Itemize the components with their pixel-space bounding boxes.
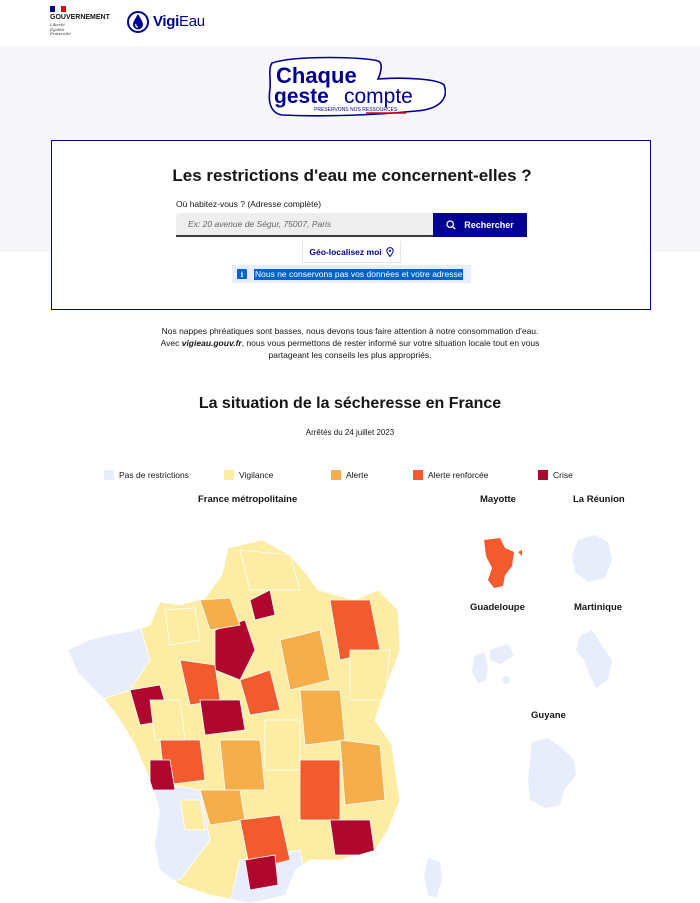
mayotte-islet [518, 550, 522, 556]
site-header: GOUVERNEMENT Liberté Égalité Fraternité … [0, 0, 700, 46]
gov-name: GOUVERNEMENT [50, 14, 110, 21]
slogan-line2-light: compte [344, 85, 413, 108]
legend-swatch [331, 470, 341, 480]
app-name-light: Eau [179, 12, 205, 30]
guadeloupe-map-basse-terre [472, 652, 488, 684]
privacy-notice: i Nous ne conservons pas vos données et … [232, 265, 471, 283]
app-name: VigiEau [153, 13, 205, 30]
government-logo[interactable]: GOUVERNEMENT Liberté Égalité Fraternité [50, 6, 110, 37]
martinique-map [576, 630, 612, 688]
label-reunion: La Réunion [573, 494, 625, 505]
reunion-map [572, 535, 612, 582]
geolocate-label: Géo-localisez moi [309, 246, 382, 257]
search-button-label: Rechercher [464, 220, 514, 230]
legend-alerte: Alerte [331, 470, 368, 480]
label-guyane: Guyane [531, 710, 566, 721]
label-mayotte: Mayotte [480, 494, 516, 505]
search-icon [446, 220, 456, 230]
intro-line3: partageant les conseils les plus appropr… [268, 350, 432, 360]
water-drop-icon [127, 11, 149, 33]
gov-motto: Liberté Égalité Fraternité [50, 22, 110, 37]
legend-alerte-renforcee: Alerte renforcée [413, 470, 488, 480]
legend-swatch [538, 470, 548, 480]
motto-egalite: Égalité [50, 26, 65, 32]
motto-fraternite: Fraternité [50, 31, 71, 36]
intro-line2-suffix: , nous vous permettons de rester informé… [241, 338, 540, 348]
legend-label: Pas de restrictions [119, 470, 189, 480]
address-input[interactable] [176, 213, 433, 237]
intro-line1: Nos nappes phréatiques sont basses, nous… [161, 326, 539, 336]
label-martinique: Martinique [574, 602, 623, 613]
motto-liberte: Liberté [50, 22, 65, 27]
intro-line2: Avec vigieau.gouv.fr, nous vous permetto… [150, 337, 550, 349]
france-metro-map [67, 539, 442, 903]
legend-swatch [224, 470, 234, 480]
legend-label: Vigilance [239, 470, 274, 480]
address-label: Où habitez-vous ? (Adresse complète) [176, 199, 322, 209]
slogan-line2-bold: geste [274, 85, 329, 108]
legend-no-restriction: Pas de restrictions [104, 470, 189, 480]
map-pin-icon [385, 246, 394, 257]
guadeloupe-map-grande-terre [490, 644, 514, 664]
label-france-metro: France métropolitaine [198, 494, 298, 505]
geolocate-button[interactable]: Géo-localisez moi [302, 241, 401, 263]
vigieau-logo[interactable]: VigiEau [127, 9, 205, 33]
legend-swatch [104, 470, 114, 480]
intro-line2-prefix: Avec [160, 338, 182, 348]
corsica-region [424, 858, 442, 898]
chaque-geste-compte-logo: Chaque geste compte PRÉSERVONS NOS RESSO… [268, 56, 446, 117]
legend-swatch [413, 470, 423, 480]
label-guadeloupe: Guadeloupe [470, 602, 525, 613]
legend-crise: Crise [538, 470, 573, 480]
search-button[interactable]: Rechercher [433, 213, 527, 237]
intro-site-name: vigieau.gouv.fr [181, 338, 242, 348]
search-title: Les restrictions d'eau me concernent-ell… [172, 166, 532, 185]
privacy-notice-text: Nous ne conservons pas vos données et vo… [254, 268, 464, 280]
app-name-bold: Vigi [153, 12, 180, 30]
marie-galante-map [502, 676, 510, 684]
slogan-line1: Chaque [276, 63, 357, 88]
legend-label: Crise [553, 470, 573, 480]
mayotte-map [484, 538, 514, 588]
drought-date: Arrêtés du 24 juillet 2023 [305, 428, 395, 437]
slogan-tagline: PRÉSERVONS NOS RESSOURCES [314, 106, 398, 113]
guyane-map [528, 738, 576, 808]
intro-text: Nos nappes phréatiques sont basses, nous… [150, 325, 550, 361]
legend-label: Alerte [346, 470, 369, 480]
info-icon: i [237, 269, 247, 279]
legend-label: Alerte renforcée [428, 470, 489, 480]
search-card: Les restrictions d'eau me concernent-ell… [51, 140, 651, 310]
french-flag-icon [50, 6, 66, 12]
drought-section-title: La situation de la sécheresse en France [198, 395, 502, 412]
legend-vigilance: Vigilance [224, 470, 273, 480]
